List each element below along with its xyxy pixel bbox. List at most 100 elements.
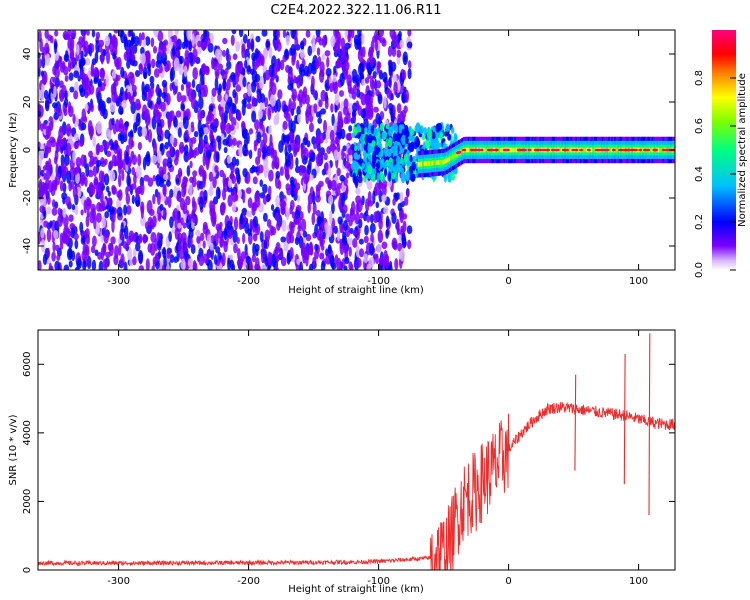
heatmap-cell: [49, 265, 54, 270]
heatmap-cell: [38, 103, 41, 110]
carrier-peak: [605, 148, 611, 152]
heatmap-cell: [273, 266, 279, 270]
x-tick-label: -200: [237, 576, 260, 587]
heatmap-cell: [52, 76, 57, 83]
heatmap-cell: [192, 149, 197, 159]
heatmap-cell: [358, 218, 363, 229]
heatmap-cell: [318, 132, 325, 144]
heatmap-cell: [251, 52, 256, 61]
heatmap-cell: [267, 251, 272, 266]
heatmap-cell: [38, 149, 44, 162]
heatmap-cell: [190, 125, 195, 133]
heatmap-cell: [73, 90, 79, 100]
heatmap-cell: [165, 179, 171, 187]
heatmap-cell: [108, 243, 114, 257]
colorbar-tick-label: 0.8: [694, 70, 705, 86]
heatmap-cell: [370, 39, 375, 53]
heatmap-cell: [187, 258, 194, 268]
heatmap-cell: [260, 250, 265, 264]
x-tick-label: 100: [629, 576, 648, 587]
heatmap-cell: [165, 44, 170, 55]
heatmap-cell: [349, 227, 354, 235]
heatmap-cell: [73, 70, 80, 78]
heatmap-cell: [140, 46, 145, 56]
heatmap-cell: [341, 193, 345, 208]
heatmap-cell: [333, 30, 339, 39]
heatmap-cell: [64, 75, 69, 82]
heatmap-cell: [350, 30, 355, 39]
heatmap-cell: [68, 72, 74, 81]
heatmap-cell: [217, 63, 224, 71]
heatmap-cell: [47, 34, 52, 42]
heatmap-cell: [406, 41, 413, 49]
heatmap-cell: [219, 237, 224, 248]
heatmap-cell: [137, 141, 142, 151]
heatmap-cell: [103, 230, 109, 244]
heatmap-cell: [357, 141, 361, 152]
heatmap-cell: [217, 93, 222, 103]
heatmap-cell: [230, 71, 236, 81]
heatmap-cell: [394, 173, 399, 183]
heatmap-cell: [324, 162, 329, 172]
heatmap-cell: [296, 75, 301, 89]
heatmap-cell: [116, 206, 123, 217]
heatmap-cell: [181, 41, 186, 50]
heatmap-cell: [91, 235, 97, 247]
heatmap-cell: [116, 190, 122, 199]
heatmap-cell: [182, 202, 188, 215]
heatmap-cell: [306, 246, 312, 256]
heatmap-cell: [364, 224, 369, 236]
heatmap-cell: [378, 218, 383, 230]
heatmap-cell: [315, 30, 321, 38]
heatmap-cell: [264, 69, 271, 81]
heatmap-cell: [45, 146, 52, 154]
heatmap-cell: [355, 245, 360, 258]
x-tick-label: -300: [107, 276, 130, 287]
heatmap-cell: [150, 231, 157, 244]
heatmap-cell: [180, 83, 185, 92]
heatmap-cell: [87, 120, 93, 134]
heatmap-cell: [151, 215, 157, 228]
heatmap-cell: [453, 167, 458, 175]
heatmap-cell: [60, 145, 64, 154]
heatmap-cell: [238, 30, 244, 38]
heatmap-cell: [45, 53, 51, 66]
heatmap-cell: [93, 216, 97, 230]
heatmap-cell: [180, 103, 186, 111]
heatmap-cell: [54, 30, 59, 37]
heatmap-cell: [208, 186, 214, 197]
heatmap-cell: [307, 193, 314, 205]
heatmap-cell: [221, 120, 226, 134]
heatmap-cell: [42, 123, 47, 130]
heatmap-cell: [357, 168, 362, 176]
heatmap-cell: [140, 205, 144, 219]
heatmap-cell: [331, 113, 335, 127]
heatmap-cell: [232, 229, 238, 243]
heatmap-cell: [42, 73, 47, 86]
heatmap-cell: [340, 148, 345, 161]
heatmap-cell: [233, 243, 238, 254]
heatmap-cell: [203, 134, 208, 145]
heatmap-cell: [364, 134, 369, 145]
heatmap-cell: [84, 103, 89, 112]
heatmap-cell: [344, 42, 351, 50]
heatmap-cell: [211, 87, 217, 97]
heatmap-cell: [246, 132, 250, 145]
heatmap-cell: [259, 179, 264, 187]
heatmap-cell: [381, 241, 388, 250]
heatmap-cell: [52, 241, 56, 253]
heatmap-cell: [67, 37, 73, 52]
heatmap-cell: [276, 30, 281, 39]
heatmap-cell: [131, 194, 135, 205]
heatmap-cell: [176, 49, 181, 58]
heatmap-cell: [231, 30, 237, 35]
carrier-cell: [442, 159, 445, 165]
heatmap-cell: [299, 49, 305, 59]
heatmap-cell: [111, 34, 117, 47]
heatmap-cell: [403, 86, 407, 94]
heatmap-cell: [233, 216, 239, 231]
heatmap-cell: [357, 62, 364, 77]
heatmap-cell: [304, 94, 310, 105]
heatmap-cell: [342, 204, 348, 214]
